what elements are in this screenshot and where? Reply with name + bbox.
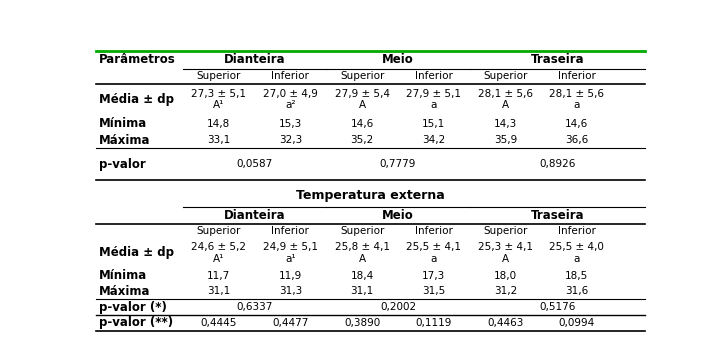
Text: Inferior: Inferior: [271, 226, 309, 236]
Text: 0,0994: 0,0994: [558, 318, 594, 328]
Text: 36,6: 36,6: [565, 135, 588, 145]
Text: 25,3 ± 4,1
A: 25,3 ± 4,1 A: [478, 242, 533, 264]
Text: 34,2: 34,2: [422, 135, 445, 145]
Text: 28,1 ± 5,6
a: 28,1 ± 5,6 a: [549, 89, 604, 110]
Text: 32,3: 32,3: [279, 135, 302, 145]
Text: 25,5 ± 4,0
a: 25,5 ± 4,0 a: [549, 242, 604, 264]
Text: 14,6: 14,6: [351, 119, 374, 129]
Text: Superior: Superior: [197, 226, 241, 236]
Text: Parâmetros: Parâmetros: [99, 53, 176, 66]
Text: Máxima: Máxima: [99, 134, 150, 147]
Text: 24,6 ± 5,2
A¹: 24,6 ± 5,2 A¹: [191, 242, 247, 264]
Text: Meio: Meio: [382, 53, 414, 66]
Text: 18,5: 18,5: [565, 271, 588, 281]
Text: 31,1: 31,1: [207, 287, 231, 297]
Text: Dianteira: Dianteira: [223, 53, 286, 66]
Text: 14,8: 14,8: [207, 119, 231, 129]
Text: 33,1: 33,1: [207, 135, 231, 145]
Text: 0,6337: 0,6337: [236, 302, 273, 312]
Text: 27,9 ± 5,1
a: 27,9 ± 5,1 a: [406, 89, 461, 110]
Text: Meio: Meio: [382, 209, 414, 222]
Text: 31,1: 31,1: [351, 287, 374, 297]
Text: 31,3: 31,3: [279, 287, 302, 297]
Text: Superior: Superior: [340, 71, 385, 81]
Text: Máxima: Máxima: [99, 285, 150, 298]
Text: 0,7779: 0,7779: [380, 159, 416, 169]
Text: 35,9: 35,9: [494, 135, 517, 145]
Text: Média ± dp: Média ± dp: [99, 246, 174, 260]
Text: 0,3890: 0,3890: [344, 318, 380, 328]
Text: Mínima: Mínima: [99, 117, 147, 130]
Text: Dianteira: Dianteira: [223, 209, 286, 222]
Text: 14,6: 14,6: [565, 119, 588, 129]
Text: Média ± dp: Média ± dp: [99, 93, 174, 106]
Text: 0,4445: 0,4445: [200, 318, 237, 328]
Text: 15,1: 15,1: [422, 119, 445, 129]
Text: 17,3: 17,3: [422, 271, 445, 281]
Text: 25,8 ± 4,1
A: 25,8 ± 4,1 A: [335, 242, 390, 264]
Text: 0,8926: 0,8926: [539, 159, 576, 169]
Text: 27,3 ± 5,1
A¹: 27,3 ± 5,1 A¹: [191, 89, 247, 110]
Text: Inferior: Inferior: [415, 71, 453, 81]
Text: 27,9 ± 5,4
A: 27,9 ± 5,4 A: [335, 89, 390, 110]
Text: Inferior: Inferior: [557, 226, 596, 236]
Text: 18,4: 18,4: [351, 271, 374, 281]
Text: 18,0: 18,0: [494, 271, 517, 281]
Text: 0,4463: 0,4463: [487, 318, 523, 328]
Text: 0,4477: 0,4477: [273, 318, 309, 328]
Text: Inferior: Inferior: [415, 226, 453, 236]
Text: Inferior: Inferior: [271, 71, 309, 81]
Text: 31,5: 31,5: [422, 287, 445, 297]
Text: Superior: Superior: [197, 71, 241, 81]
Text: 27,0 ± 4,9
a²: 27,0 ± 4,9 a²: [263, 89, 318, 110]
Text: 31,6: 31,6: [565, 287, 588, 297]
Text: Superior: Superior: [484, 226, 528, 236]
Text: Inferior: Inferior: [557, 71, 596, 81]
Text: Superior: Superior: [484, 71, 528, 81]
Text: 28,1 ± 5,6
A: 28,1 ± 5,6 A: [478, 89, 533, 110]
Text: 35,2: 35,2: [351, 135, 374, 145]
Text: 0,5176: 0,5176: [539, 302, 576, 312]
Text: Traseira: Traseira: [531, 209, 584, 222]
Text: 11,9: 11,9: [279, 271, 302, 281]
Text: Mínima: Mínima: [99, 269, 147, 282]
Text: Superior: Superior: [340, 226, 385, 236]
Text: 0,2002: 0,2002: [380, 302, 416, 312]
Text: 31,2: 31,2: [494, 287, 517, 297]
Text: p-valor (**): p-valor (**): [99, 316, 173, 329]
Text: 24,9 ± 5,1
a¹: 24,9 ± 5,1 a¹: [263, 242, 318, 264]
Text: Traseira: Traseira: [531, 53, 584, 66]
Text: 25,5 ± 4,1
a: 25,5 ± 4,1 a: [406, 242, 461, 264]
Text: 0,0587: 0,0587: [236, 159, 273, 169]
Text: p-valor (*): p-valor (*): [99, 300, 167, 314]
Text: 0,1119: 0,1119: [416, 318, 452, 328]
Text: Temperatura externa: Temperatura externa: [296, 189, 445, 202]
Text: 15,3: 15,3: [279, 119, 302, 129]
Text: p-valor: p-valor: [99, 157, 145, 171]
Text: 11,7: 11,7: [207, 271, 231, 281]
Text: 14,3: 14,3: [494, 119, 517, 129]
